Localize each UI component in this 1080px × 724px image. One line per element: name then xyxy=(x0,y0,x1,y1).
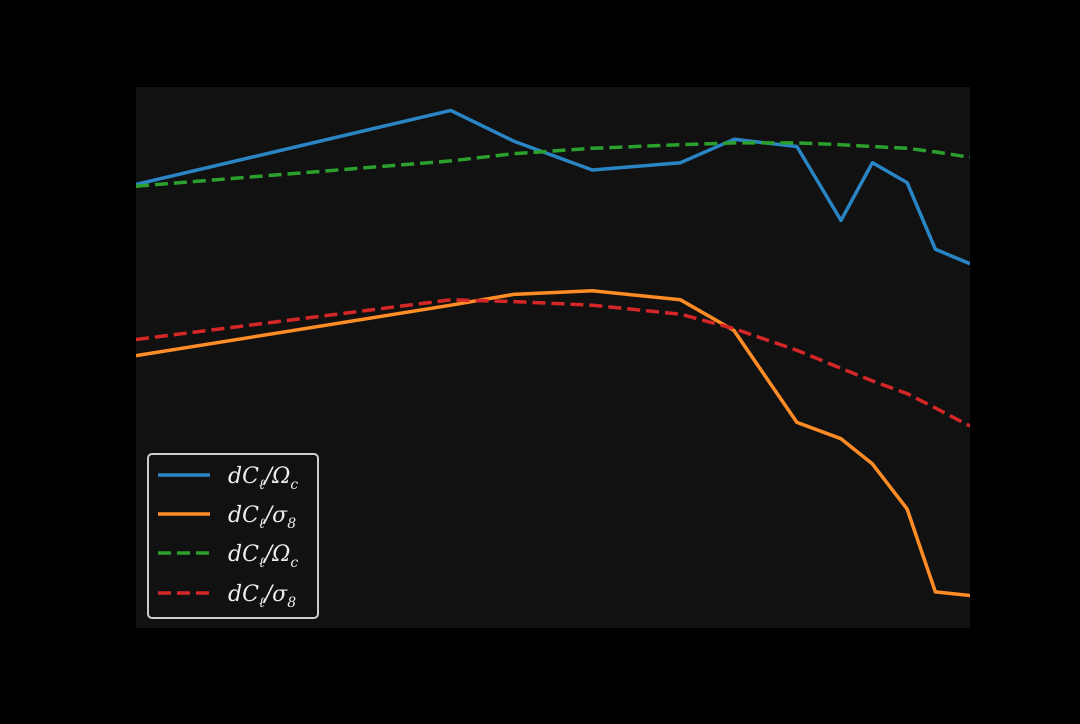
legend-label: dCℓ/σ8 xyxy=(228,503,296,532)
series-line-3 xyxy=(136,141,970,188)
legend-frame xyxy=(147,453,319,619)
series-line-4 xyxy=(136,298,970,428)
legend-entry: dCℓ/σ8 xyxy=(158,582,296,611)
legend-entry: dCℓ/σ8 xyxy=(158,503,296,532)
series-layer xyxy=(136,108,970,598)
series-line-2 xyxy=(136,289,970,598)
legend-label: dCℓ/σ8 xyxy=(228,582,296,611)
legend-label: dCℓ/Ωc xyxy=(228,464,298,493)
legend-entry: dCℓ/Ωc xyxy=(158,542,298,571)
legend-entry: dCℓ/Ωc xyxy=(158,464,298,493)
legend: dCℓ/Ωc dCℓ/σ8 dCℓ/Ωc dCℓ/σ8 xyxy=(147,453,319,619)
legend-label: dCℓ/Ωc xyxy=(228,542,298,571)
